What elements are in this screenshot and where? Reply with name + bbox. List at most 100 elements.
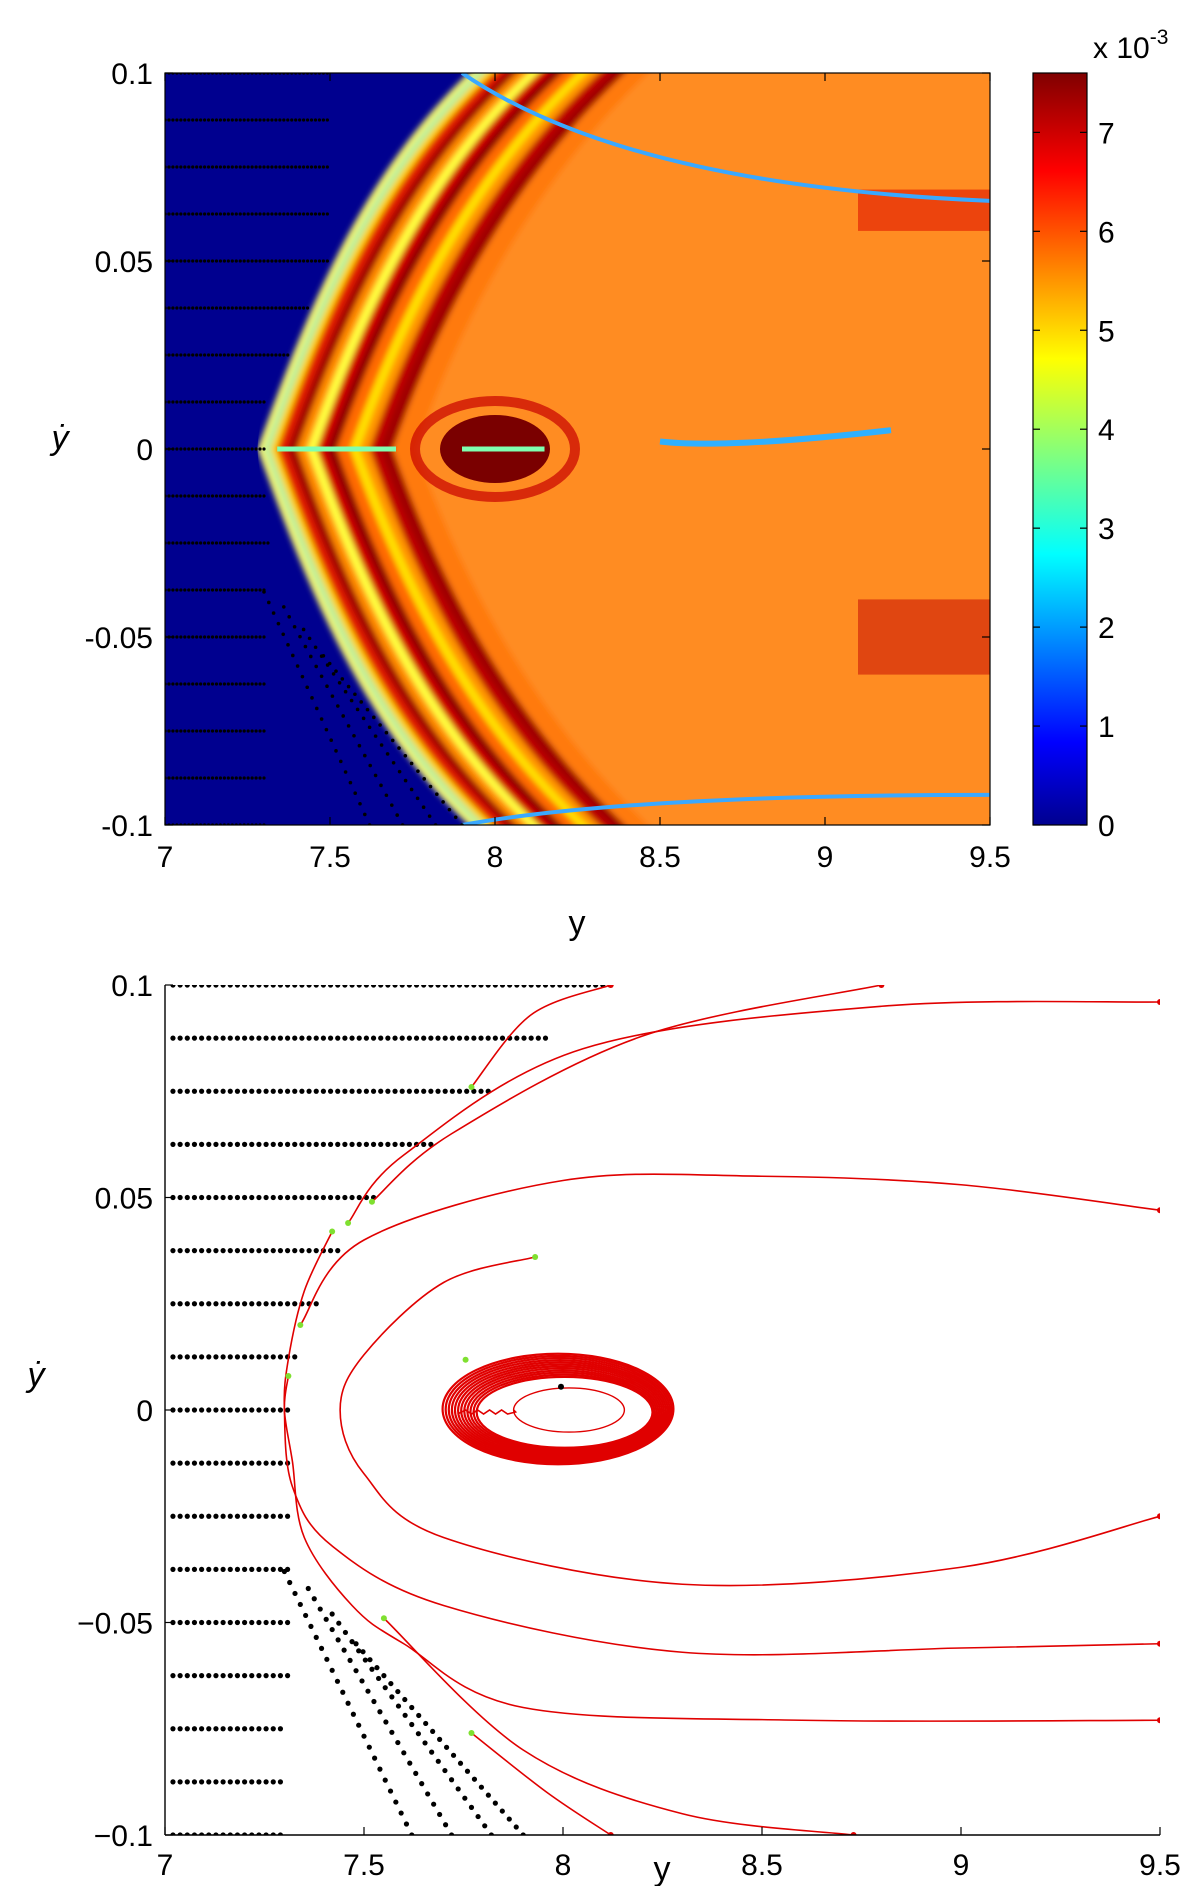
initial-condition-dot — [234, 1248, 241, 1254]
initial-condition-dot — [220, 1248, 226, 1254]
boundary-dot — [267, 600, 271, 605]
initial-condition-dot — [471, 1776, 478, 1782]
initial-condition-dot — [431, 1801, 437, 1807]
boundary-dot — [218, 306, 223, 310]
trajectory-end-marker — [1157, 1513, 1160, 1520]
initial-condition-dot — [429, 1749, 435, 1755]
boundary-dot — [324, 727, 329, 732]
boundary-dot — [222, 635, 226, 639]
initial-condition-dot — [177, 1726, 183, 1732]
initial-condition-dot — [270, 985, 276, 988]
initial-condition-dot — [213, 1513, 219, 1519]
initial-condition-dot — [199, 1088, 205, 1094]
initial-condition-dot — [401, 1750, 407, 1756]
boundary-dot — [183, 776, 187, 780]
initial-condition-dot — [385, 1141, 391, 1147]
trajectory-line — [299, 1173, 1160, 1326]
boundary-dot — [262, 118, 266, 122]
boundary-dot — [234, 494, 238, 498]
initial-condition-dot — [206, 1194, 212, 1201]
initial-condition-dot — [227, 1407, 233, 1413]
boundary-dot — [378, 723, 382, 727]
initial-condition-dot — [464, 1088, 470, 1094]
initial-condition-dot — [184, 1673, 190, 1679]
boundary-dot — [187, 400, 191, 404]
initial-condition-dot — [478, 1784, 485, 1790]
initial-condition-dot — [363, 985, 369, 988]
trajectory-x-tick-label: 9 — [953, 1849, 970, 1882]
boundary-dot — [325, 118, 329, 122]
boundary-dot — [282, 259, 286, 263]
boundary-dot — [341, 714, 346, 718]
boundary-dot — [218, 588, 223, 592]
boundary-dot — [310, 696, 314, 700]
initial-condition-dot — [249, 1194, 255, 1201]
trajectory-start-marker — [468, 1730, 475, 1736]
initial-condition-dot — [213, 1460, 219, 1466]
boundary-dot — [203, 165, 207, 169]
boundary-dot — [171, 400, 175, 404]
boundary-dot — [210, 682, 215, 686]
initial-condition-dot — [306, 985, 312, 988]
initial-condition-dot — [184, 1513, 190, 1519]
boundary-dot — [327, 661, 332, 666]
initial-condition-dot — [349, 1194, 355, 1201]
initial-condition-dot — [457, 1760, 464, 1766]
boundary-dot — [230, 118, 234, 122]
boundary-dot — [171, 212, 175, 216]
heatmap-x-tick-label: 8 — [487, 841, 504, 874]
boundary-dot — [171, 682, 175, 686]
boundary-dot — [199, 494, 203, 498]
initial-condition-dot — [362, 1657, 368, 1663]
initial-condition-dot — [263, 1407, 269, 1413]
boundary-dot — [167, 118, 171, 122]
boundary-dot — [183, 353, 187, 357]
initial-condition-dot — [428, 1088, 434, 1094]
boundary-dot — [254, 776, 258, 780]
initial-condition-dot — [277, 1301, 284, 1307]
boundary-dot — [340, 677, 345, 681]
boundary-dot — [206, 353, 211, 357]
initial-condition-dot — [402, 1712, 408, 1718]
initial-condition-dot — [249, 1513, 255, 1519]
initial-condition-dot — [320, 985, 327, 988]
initial-condition-dot — [227, 1460, 233, 1466]
boundary-dot — [218, 447, 223, 451]
initial-condition-dot — [249, 1407, 255, 1413]
boundary-dot — [403, 778, 408, 783]
initial-condition-dot — [443, 1744, 450, 1750]
initial-condition-dot — [199, 1513, 205, 1519]
boundary-dot — [262, 353, 266, 357]
initial-condition-dot — [206, 1141, 212, 1147]
initial-condition-dot — [313, 1634, 319, 1640]
trajectory-start-marker — [468, 1084, 475, 1090]
boundary-dot — [214, 118, 219, 122]
boundary-dot — [183, 494, 187, 498]
initial-condition-dot — [270, 1035, 276, 1041]
initial-condition-dot — [277, 1035, 284, 1041]
boundary-dot — [246, 729, 250, 733]
initial-condition-dot — [353, 1641, 359, 1647]
initial-condition-dot — [369, 1666, 375, 1672]
initial-condition-dot — [256, 1566, 262, 1572]
initial-condition-dot — [485, 1035, 491, 1041]
initial-condition-dot — [449, 1035, 455, 1041]
boundary-dot — [238, 353, 242, 357]
boundary-dot — [214, 635, 219, 639]
initial-condition-dot — [191, 1513, 198, 1519]
initial-condition-dot — [388, 1680, 394, 1687]
boundary-dot — [278, 165, 282, 169]
trajectory-end-marker — [850, 1832, 857, 1835]
initial-condition-dot — [199, 1248, 205, 1254]
boundary-dot — [321, 118, 325, 122]
boundary-dot — [309, 118, 314, 122]
boundary-dot — [238, 165, 242, 169]
boundary-dot — [171, 118, 175, 122]
boundary-dot — [290, 259, 294, 263]
boundary-dot — [187, 682, 191, 686]
boundary-dot — [183, 400, 187, 404]
boundary-dot — [206, 635, 211, 639]
initial-condition-dot — [313, 1141, 319, 1147]
boundary-dot — [218, 776, 223, 780]
